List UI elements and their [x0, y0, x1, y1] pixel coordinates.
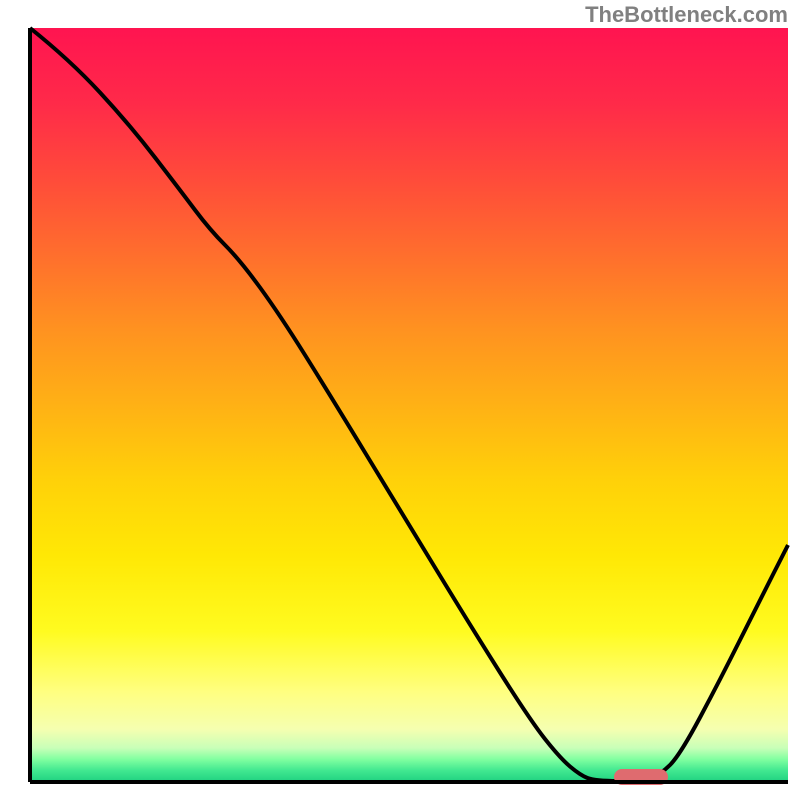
bottleneck-chart: TheBottleneck.com — [0, 0, 800, 800]
watermark-text: TheBottleneck.com — [585, 2, 788, 28]
chart-svg — [0, 0, 800, 800]
